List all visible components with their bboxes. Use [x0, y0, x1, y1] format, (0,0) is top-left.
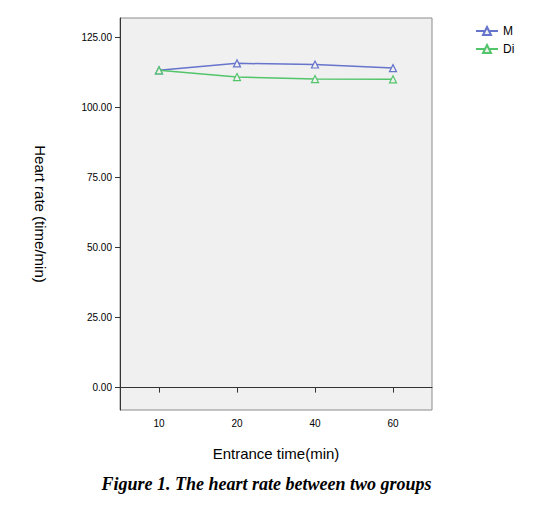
- svg-text:0.00: 0.00: [93, 382, 113, 393]
- svg-text:Figure 1.: Figure 1.: [100, 474, 170, 494]
- svg-text:20: 20: [231, 418, 243, 429]
- svg-text:125.00: 125.00: [81, 32, 112, 43]
- svg-text:50.00: 50.00: [87, 242, 112, 253]
- svg-text:75.00: 75.00: [87, 172, 112, 183]
- svg-text:10: 10: [153, 418, 165, 429]
- svg-text:60: 60: [387, 418, 399, 429]
- svg-text:25.00: 25.00: [87, 312, 112, 323]
- svg-text:The heart rate between two gro: The heart rate between two groups: [170, 474, 431, 494]
- svg-text:40: 40: [309, 418, 321, 429]
- svg-text:Di: Di: [503, 42, 514, 56]
- svg-text:Heart rate (time/min): Heart rate (time/min): [32, 145, 49, 283]
- svg-text:100.00: 100.00: [81, 102, 112, 113]
- svg-text:Entrance time(min): Entrance time(min): [213, 445, 340, 462]
- svg-text:M: M: [503, 24, 513, 38]
